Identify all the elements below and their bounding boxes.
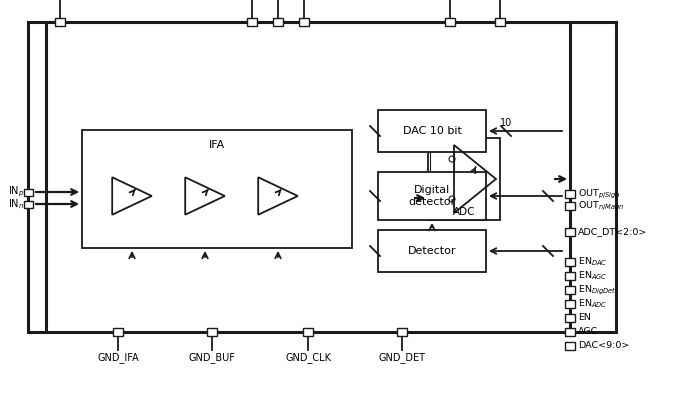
Text: OUT$_{p/Sign}$: OUT$_{p/Sign}$ — [578, 188, 621, 201]
Bar — [207, 328, 217, 336]
Bar — [565, 286, 575, 294]
Text: DAC 10 bit: DAC 10 bit — [402, 126, 461, 136]
Bar — [565, 342, 575, 350]
Bar — [428, 138, 500, 220]
Bar — [113, 328, 123, 336]
Text: EN$_{ADC}$: EN$_{ADC}$ — [578, 298, 608, 310]
Bar — [565, 272, 575, 280]
Text: DAC<9:0>: DAC<9:0> — [578, 342, 629, 350]
Bar — [565, 190, 575, 198]
Text: ADC: ADC — [453, 207, 475, 217]
Text: Digital: Digital — [414, 185, 450, 195]
Text: GND_DET: GND_DET — [379, 352, 426, 363]
Bar — [28, 22, 616, 332]
Bar — [55, 18, 65, 26]
Text: OUT$_{n/Magn}$: OUT$_{n/Magn}$ — [578, 200, 624, 213]
Text: EN$_{DigDet}$: EN$_{DigDet}$ — [578, 283, 617, 296]
Bar — [430, 140, 454, 178]
Text: IN$_n$: IN$_n$ — [8, 197, 24, 211]
Text: GND_IFA: GND_IFA — [97, 352, 139, 363]
Text: EN: EN — [578, 314, 591, 322]
Bar — [445, 18, 455, 26]
Bar — [565, 328, 575, 336]
Bar — [378, 172, 486, 220]
Text: GND_CLK: GND_CLK — [285, 352, 331, 363]
Bar — [565, 202, 575, 210]
Text: IFA: IFA — [209, 140, 225, 150]
Bar — [565, 314, 575, 322]
Text: detector: detector — [408, 197, 456, 207]
Bar — [273, 18, 283, 26]
Bar — [565, 300, 575, 308]
Bar — [24, 201, 32, 207]
Bar — [565, 228, 575, 236]
Bar — [247, 18, 257, 26]
Bar — [303, 328, 313, 336]
Bar — [430, 180, 454, 218]
Text: 10: 10 — [500, 118, 512, 128]
Bar — [82, 130, 352, 248]
Bar — [397, 328, 407, 336]
Bar — [378, 110, 486, 152]
Text: Detector: Detector — [407, 246, 456, 256]
Text: ADC_DT<2:0>: ADC_DT<2:0> — [578, 227, 648, 237]
Bar — [378, 230, 486, 272]
Text: GND_BUF: GND_BUF — [188, 352, 235, 363]
Text: IN$_p$: IN$_p$ — [8, 185, 24, 199]
Bar — [299, 18, 309, 26]
Bar — [495, 18, 505, 26]
Bar — [24, 188, 32, 196]
Text: AGC: AGC — [578, 328, 598, 336]
Text: EN$_{AGC}$: EN$_{AGC}$ — [578, 270, 608, 282]
Text: EN$_{DAC}$: EN$_{DAC}$ — [578, 256, 608, 268]
Bar — [565, 258, 575, 266]
